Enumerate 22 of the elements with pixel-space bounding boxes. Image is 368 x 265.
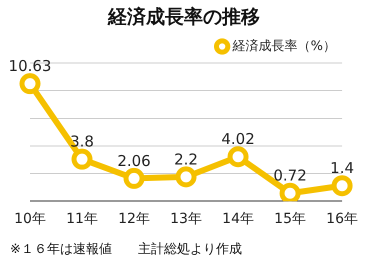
point	[228, 146, 249, 168]
x-tick-label: 12年	[118, 211, 150, 228]
x-tick-label: 10年	[14, 211, 46, 228]
legend-label: 経済成長率（%）	[232, 38, 336, 54]
point	[20, 73, 40, 94]
point	[124, 168, 145, 189]
x-tick-label: 15年	[274, 211, 306, 228]
point	[332, 175, 353, 196]
x-tick-label: 13年	[170, 211, 202, 228]
data-label: 2.2	[174, 150, 198, 168]
chart-title: 経済成長率の推移	[106, 5, 261, 30]
x-tick-label: 16年	[326, 211, 358, 228]
data-label: 4.02	[221, 130, 255, 148]
data-label: 10.63	[8, 57, 52, 76]
x-tick-label: 14年	[222, 211, 254, 228]
data-label: 0.72	[273, 166, 307, 185]
x-tick-label: 11年	[66, 211, 98, 228]
point	[176, 166, 197, 188]
point	[72, 148, 93, 170]
data-label: 2.06	[117, 152, 151, 170]
text: ※１６年は速報値 主計総処より作成	[10, 241, 242, 258]
data-label: 1.4	[330, 159, 354, 178]
